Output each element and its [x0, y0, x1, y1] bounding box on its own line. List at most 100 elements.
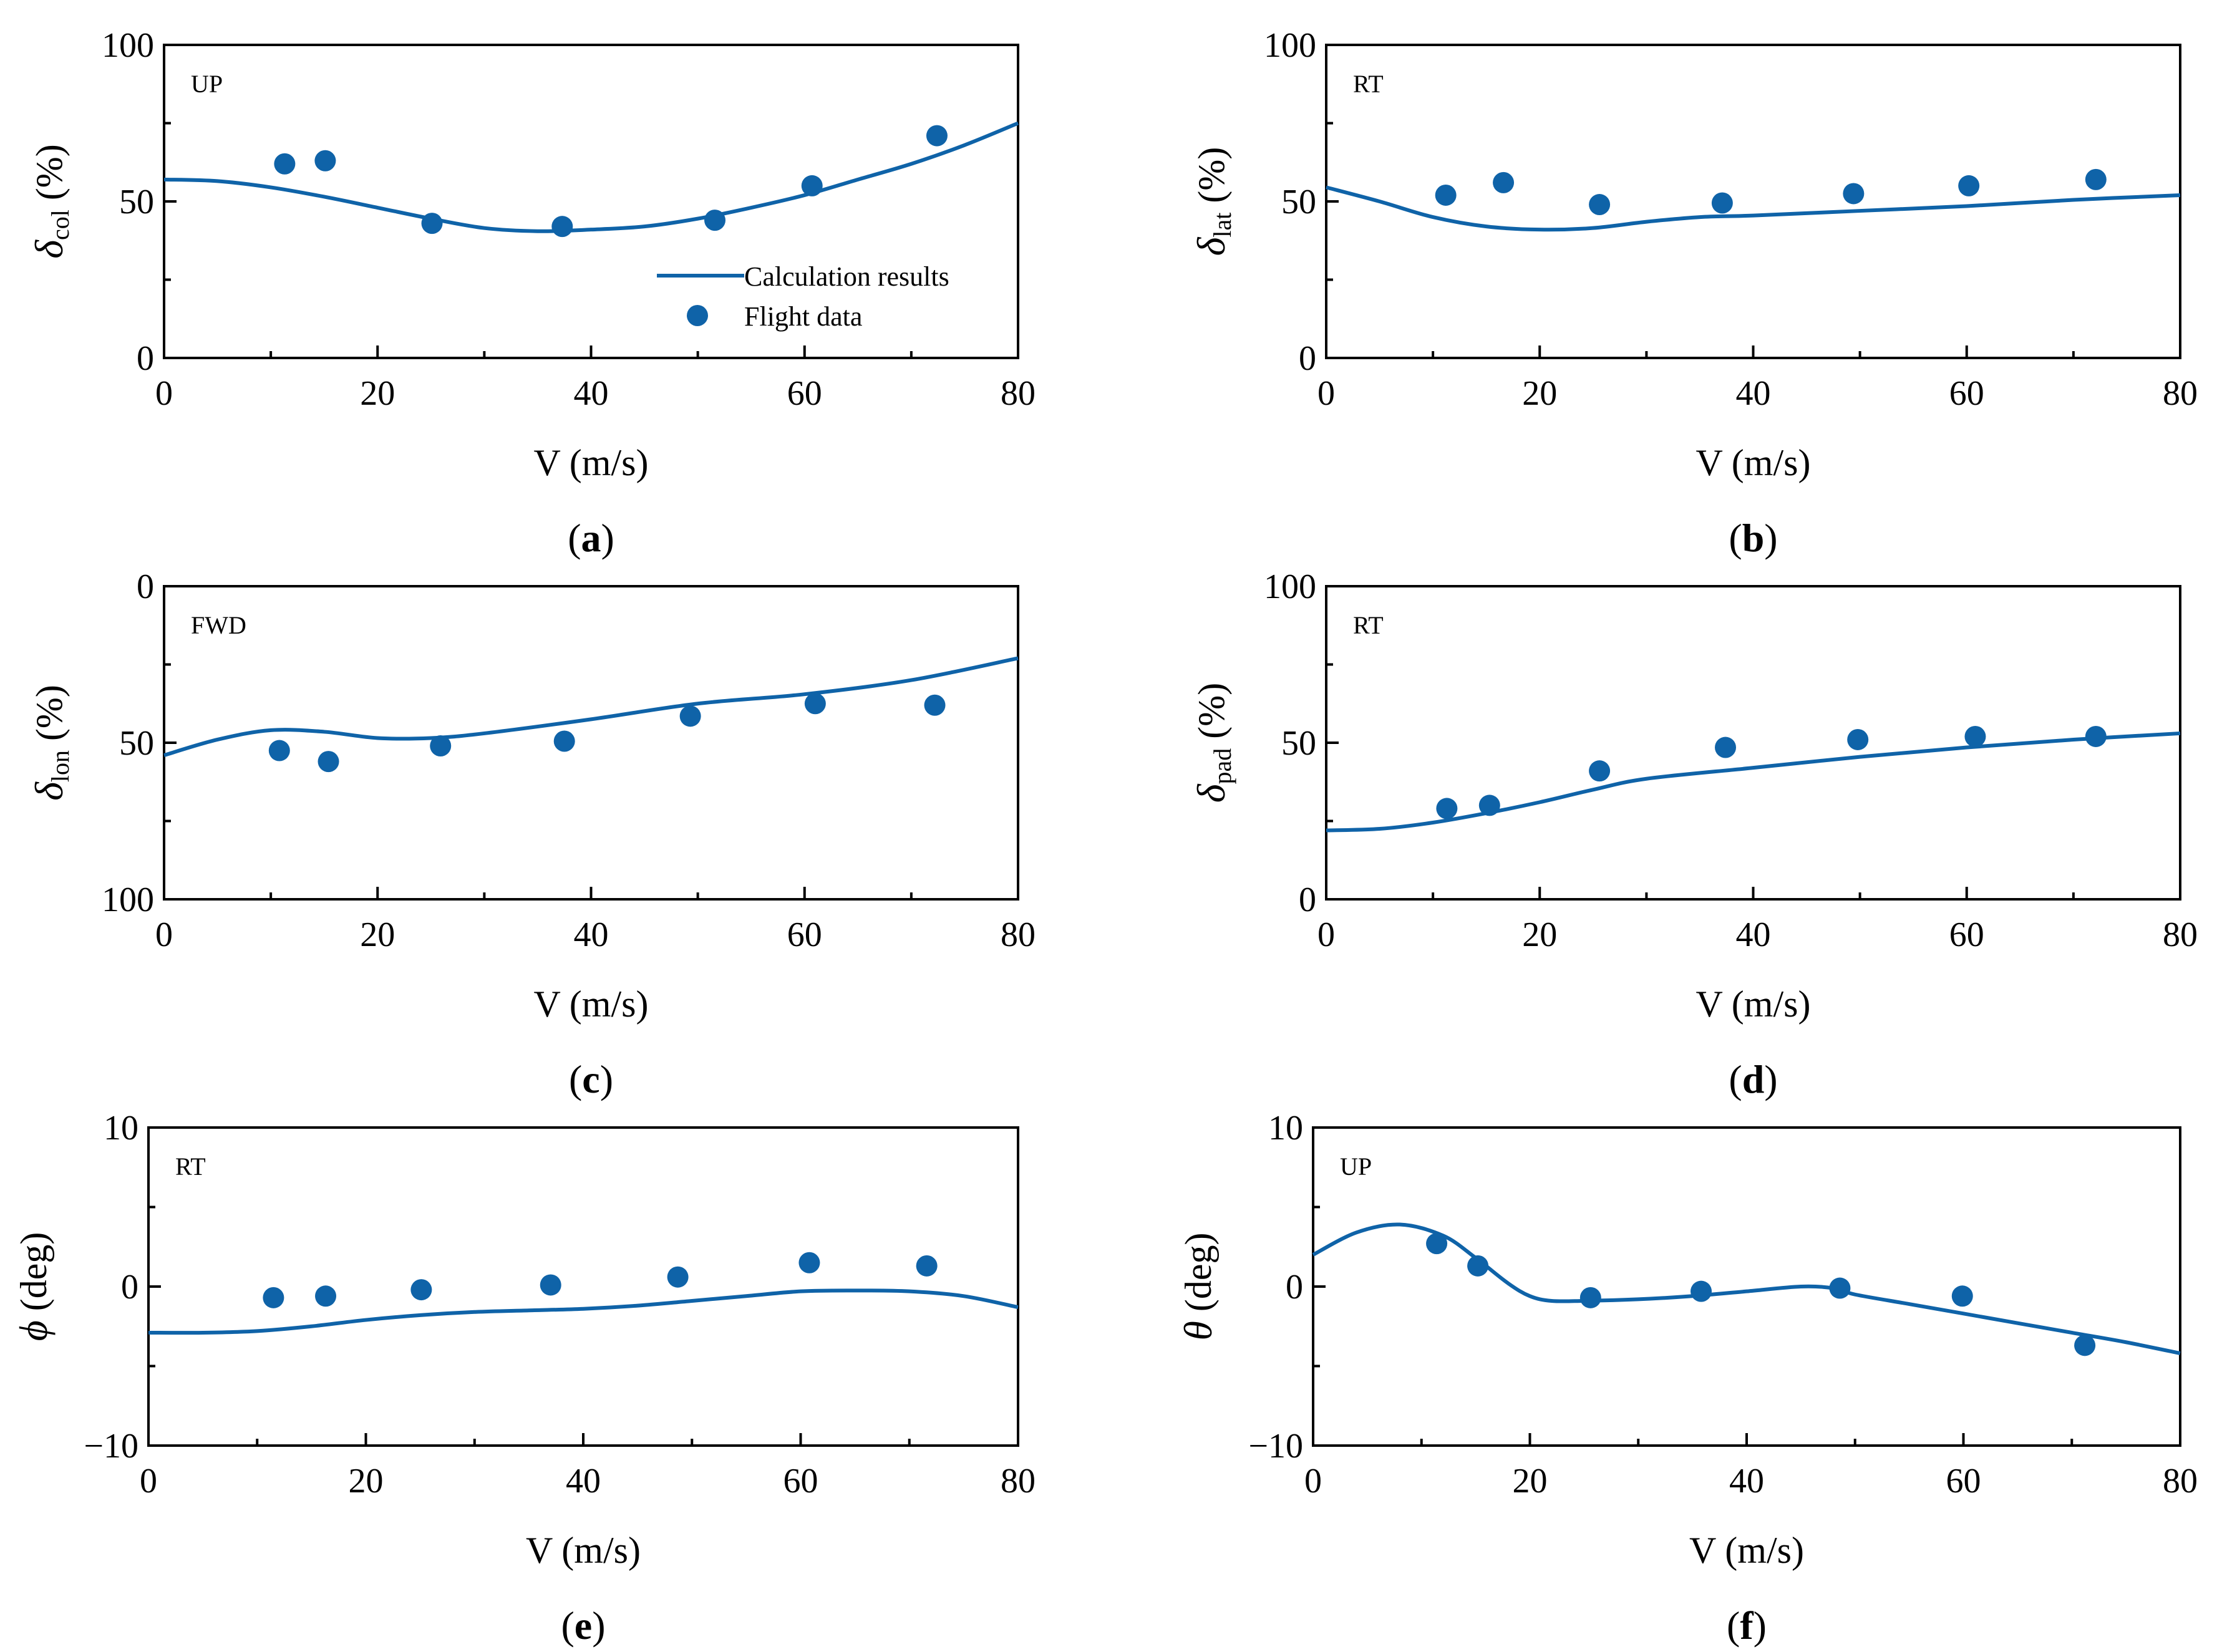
x-tick-label: 20 — [360, 374, 395, 413]
x-tick-label: 40 — [1736, 374, 1771, 413]
x-tick-label: 0 — [155, 915, 173, 954]
flight-data-point — [1711, 192, 1733, 214]
flight-data-point — [916, 1255, 938, 1277]
x-tick-label: 40 — [1729, 1462, 1764, 1500]
panel-caption: (e) — [561, 1603, 605, 1648]
panel-annotation: FWD — [191, 611, 246, 639]
y-axis-symbol: ϕ — [11, 1320, 56, 1341]
flight-data-point — [421, 213, 443, 234]
y-tick-label: 50 — [1281, 183, 1316, 221]
caption-open: ( — [561, 1603, 574, 1648]
flight-data-point — [410, 1279, 432, 1301]
x-axis-title: V (m/s) — [1696, 442, 1811, 483]
flight-data-point — [1589, 194, 1611, 216]
y-axis-title: δlon (%) — [27, 685, 75, 801]
y-tick-label: 100 — [1264, 26, 1316, 65]
flight-data-point — [804, 693, 826, 715]
y-tick-label: 10 — [104, 1109, 138, 1147]
x-tick-label: 60 — [783, 1462, 818, 1500]
x-tick-label: 0 — [1304, 1462, 1322, 1500]
x-axis-title: V (m/s) — [1696, 983, 1811, 1025]
x-tick-label: 20 — [1513, 1462, 1548, 1500]
calculation-results-line — [148, 1288, 1019, 1335]
caption-close: ) — [592, 1603, 605, 1648]
x-tick-label: 40 — [574, 374, 609, 413]
y-axis-subscript: lon — [46, 750, 74, 782]
flight-data-point — [430, 735, 452, 757]
flight-data-point — [1847, 728, 1869, 750]
y-tick-label: 0 — [1299, 881, 1316, 919]
x-tick-label: 60 — [1949, 374, 1984, 413]
caption-letter: f — [1740, 1603, 1754, 1648]
caption-letter: a — [581, 516, 601, 560]
caption-letter: e — [575, 1603, 592, 1648]
y-tick-label: 0 — [137, 339, 154, 378]
y-axis-unit: (%) — [1191, 147, 1232, 213]
legend-point-marker — [687, 305, 708, 326]
flight-data-point — [704, 210, 726, 231]
x-axis-title: V (m/s) — [534, 442, 649, 483]
x-tick-label: 80 — [2163, 374, 2198, 413]
flight-data-point — [540, 1274, 561, 1296]
y-axis-symbol: δ — [27, 239, 71, 259]
panel-annotation: RT — [175, 1152, 206, 1181]
caption-open: ( — [1729, 1057, 1742, 1101]
flight-data-point — [1958, 175, 1980, 196]
flight-data-point — [924, 694, 946, 716]
flight-data-point — [1493, 171, 1515, 193]
flight-data-point — [1964, 725, 1986, 747]
y-tick-label: 0 — [1299, 339, 1316, 378]
flight-data-point — [1426, 1233, 1448, 1255]
y-axis-title: ϕ (deg) — [11, 1232, 56, 1341]
y-axis-title: δlat (%) — [1189, 147, 1237, 256]
panel-annotation: RT — [1353, 70, 1384, 98]
y-axis-title: δcol (%) — [27, 144, 75, 259]
flight-data-point — [318, 751, 339, 773]
x-tick-label: 60 — [1949, 915, 1984, 954]
caption-close: ) — [600, 1057, 613, 1101]
caption-open: ( — [568, 516, 581, 560]
flight-data-point — [798, 1252, 820, 1273]
calculation-results-line — [1326, 731, 2181, 833]
calculation-results-line — [163, 656, 1019, 757]
flight-data-point — [1715, 737, 1737, 758]
x-tick-label: 40 — [566, 1462, 601, 1500]
panel-d: 0 20 40 60 80 0 50 100 V (m/s) δpad (%) RT (d) — [1189, 568, 2198, 1101]
flight-data-point — [667, 1266, 689, 1288]
x-tick-label: 60 — [787, 915, 822, 954]
calculation-results-line — [1326, 185, 2181, 232]
y-axis-symbol: θ — [1176, 1321, 1220, 1340]
x-tick-label: 20 — [349, 1462, 384, 1500]
caption-open: ( — [569, 1057, 582, 1101]
x-tick-label: 20 — [1522, 374, 1557, 413]
flight-data-point — [1843, 183, 1865, 205]
y-tick-label: 100 — [102, 881, 154, 919]
x-axis-title: V (m/s) — [1689, 1530, 1804, 1571]
y-axis-subscript: lat — [1208, 213, 1236, 238]
x-tick-label: 80 — [2163, 915, 2198, 954]
caption-close: ) — [601, 516, 614, 560]
y-tick-label: 0 — [137, 568, 154, 606]
y-tick-label: 50 — [119, 724, 154, 763]
flight-data-point — [801, 175, 823, 196]
y-axis-unit: (%) — [1191, 683, 1232, 748]
y-tick-label: 100 — [1264, 568, 1316, 606]
panel-a: 0 20 40 60 80 0 50 100 V (m/s) δcol (%) UP Calculat… — [27, 26, 1036, 560]
x-axis-title: V (m/s) — [526, 1530, 641, 1571]
flight-data-point — [1435, 184, 1457, 206]
panel-b: 0 20 40 60 80 0 50 100 V (m/s) δlat (%) RT (b) — [1189, 26, 2198, 560]
caption-letter: d — [1742, 1057, 1765, 1101]
flight-data-point — [2074, 1335, 2096, 1356]
panel-c: 0 20 40 60 80 0 50 100 V (m/s) δlon (%) FWD (c) — [27, 568, 1036, 1101]
panel-annotation: UP — [191, 70, 223, 98]
flight-data-point — [1436, 798, 1458, 819]
y-axis-title: δpad (%) — [1189, 683, 1237, 803]
flight-data-point — [263, 1287, 284, 1308]
legend-label-calculation: Calculation results — [744, 261, 949, 292]
y-axis-subscript: pad — [1208, 748, 1236, 785]
caption-close: ) — [1764, 516, 1777, 560]
x-tick-label: 60 — [1946, 1462, 1981, 1500]
caption-letter: b — [1742, 516, 1765, 560]
